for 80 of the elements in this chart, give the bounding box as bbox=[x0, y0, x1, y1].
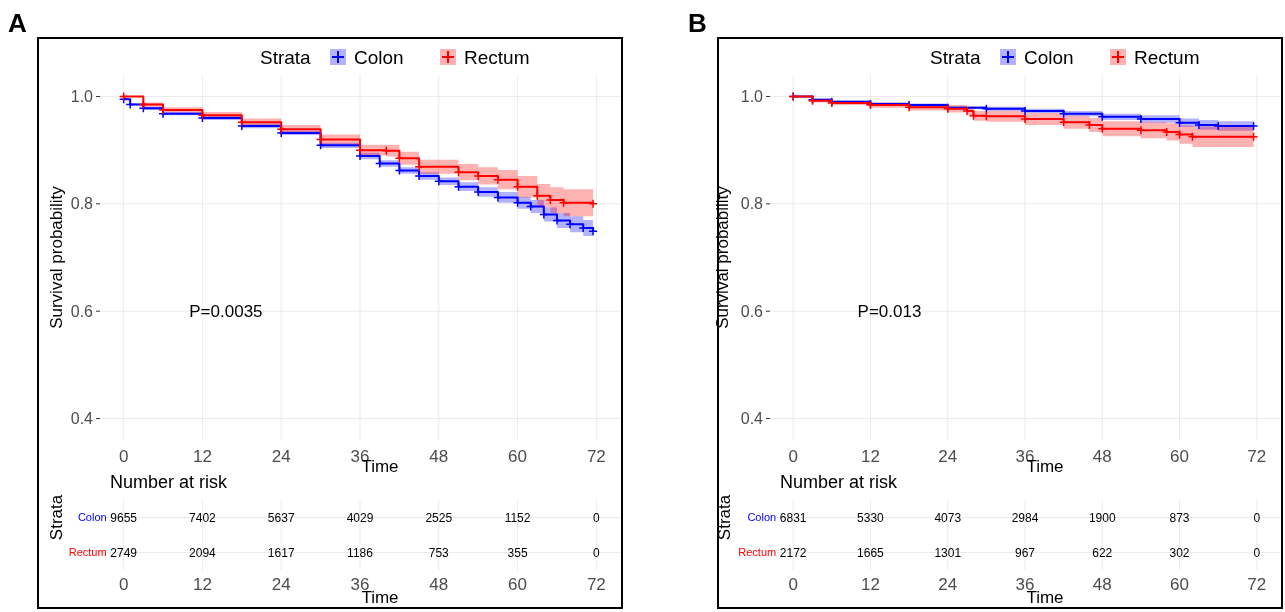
x-tick-label: 60 bbox=[1170, 447, 1190, 466]
data-label: 1186 bbox=[347, 545, 374, 560]
x-tick-label: 48 bbox=[429, 575, 449, 594]
data-label: 6831 bbox=[779, 510, 807, 525]
data-label: 622 bbox=[1092, 545, 1113, 560]
data-label: 355 bbox=[507, 545, 528, 560]
y-axis-title: Strata bbox=[47, 494, 66, 541]
legend-label: Colon bbox=[1024, 46, 1074, 68]
x-tick-label: 12 bbox=[192, 575, 212, 594]
data-label: 1617 bbox=[267, 545, 295, 560]
data-label: 9655 bbox=[110, 510, 138, 525]
data-label: 2525 bbox=[425, 510, 453, 525]
x-tick-label: 72 bbox=[1247, 447, 1267, 466]
data-label: 5330 bbox=[857, 510, 885, 525]
text: B bbox=[688, 8, 707, 38]
data-label: 7402 bbox=[189, 510, 217, 525]
y-tick-label: 0.6 bbox=[70, 302, 94, 320]
text: A bbox=[8, 8, 27, 38]
chart-title: Number at risk bbox=[780, 472, 899, 492]
data-label: 0 bbox=[593, 545, 601, 560]
y-tick-label: 0.4 bbox=[740, 410, 764, 428]
y-axis-title: Survival probability bbox=[713, 185, 732, 329]
data-label: 0 bbox=[1253, 510, 1261, 525]
legend-label: Rectum bbox=[464, 46, 530, 68]
data-label: 753 bbox=[428, 545, 450, 560]
x-tick-label: 12 bbox=[192, 447, 212, 466]
y-tick-label: 0.8 bbox=[70, 195, 94, 213]
legend-title: Strata bbox=[260, 46, 312, 68]
data-label: 302 bbox=[1169, 545, 1190, 560]
data-label: 1900 bbox=[1088, 510, 1116, 525]
y-tick-label: Colon bbox=[77, 511, 107, 524]
x-tick-label: 72 bbox=[586, 447, 606, 466]
y-tick-label: Colon bbox=[747, 511, 777, 524]
x-tick-label: 12 bbox=[860, 575, 880, 594]
data-label: 2749 bbox=[110, 545, 138, 560]
y-tick-label: Rectum bbox=[68, 546, 107, 559]
y-tick-label: 1.0 bbox=[740, 88, 764, 106]
x-tick-label: 0 bbox=[788, 447, 798, 466]
legend-label: Colon bbox=[354, 46, 404, 68]
x-tick-label: 60 bbox=[508, 447, 528, 466]
y-tick-label: 0.6 bbox=[740, 302, 764, 320]
x-tick-label: 72 bbox=[586, 575, 606, 594]
annotation: P=0.013 bbox=[857, 302, 922, 322]
data-label: 4073 bbox=[934, 510, 962, 525]
x-tick-label: 48 bbox=[1092, 447, 1112, 466]
x-tick-label: 24 bbox=[271, 575, 291, 594]
legend-label: Rectum bbox=[1134, 46, 1200, 68]
data-label: 1152 bbox=[504, 510, 531, 525]
x-tick-label: 0 bbox=[788, 575, 798, 594]
data-label: 0 bbox=[593, 510, 601, 525]
x-tick-label: 72 bbox=[1247, 575, 1267, 594]
y-tick-label: 0.4 bbox=[70, 410, 94, 428]
data-label: 2984 bbox=[1011, 510, 1039, 525]
x-tick-label: 12 bbox=[860, 447, 880, 466]
chart-title: Number at risk bbox=[110, 472, 229, 492]
annotation: P=0.0035 bbox=[189, 302, 263, 322]
data-label: 873 bbox=[1169, 510, 1190, 525]
x-tick-label: 24 bbox=[938, 447, 958, 466]
y-axis-title: Survival probability bbox=[47, 185, 66, 329]
x-tick-label: 48 bbox=[429, 447, 449, 466]
data-label: 4029 bbox=[346, 510, 374, 525]
y-tick-label: 1.0 bbox=[70, 88, 94, 106]
x-tick-label: 0 bbox=[118, 575, 129, 594]
x-tick-label: 0 bbox=[118, 447, 129, 466]
data-label: 0 bbox=[1253, 545, 1261, 560]
data-label: 2172 bbox=[779, 545, 807, 560]
y-tick-label: Rectum bbox=[738, 546, 777, 559]
x-tick-label: 48 bbox=[1092, 575, 1112, 594]
y-tick-label: 0.8 bbox=[740, 195, 764, 213]
x-tick-label: 60 bbox=[1170, 575, 1190, 594]
data-label: 967 bbox=[1014, 545, 1036, 560]
y-axis-title: Strata bbox=[715, 494, 734, 541]
legend-title: Strata bbox=[930, 46, 982, 68]
x-tick-label: 24 bbox=[938, 575, 958, 594]
x-tick-label: 60 bbox=[508, 575, 528, 594]
x-tick-label: 24 bbox=[271, 447, 291, 466]
data-label: 1665 bbox=[857, 545, 885, 560]
data-label: 1301 bbox=[934, 545, 962, 560]
data-label: 5637 bbox=[267, 510, 295, 525]
data-label: 2094 bbox=[189, 545, 217, 560]
